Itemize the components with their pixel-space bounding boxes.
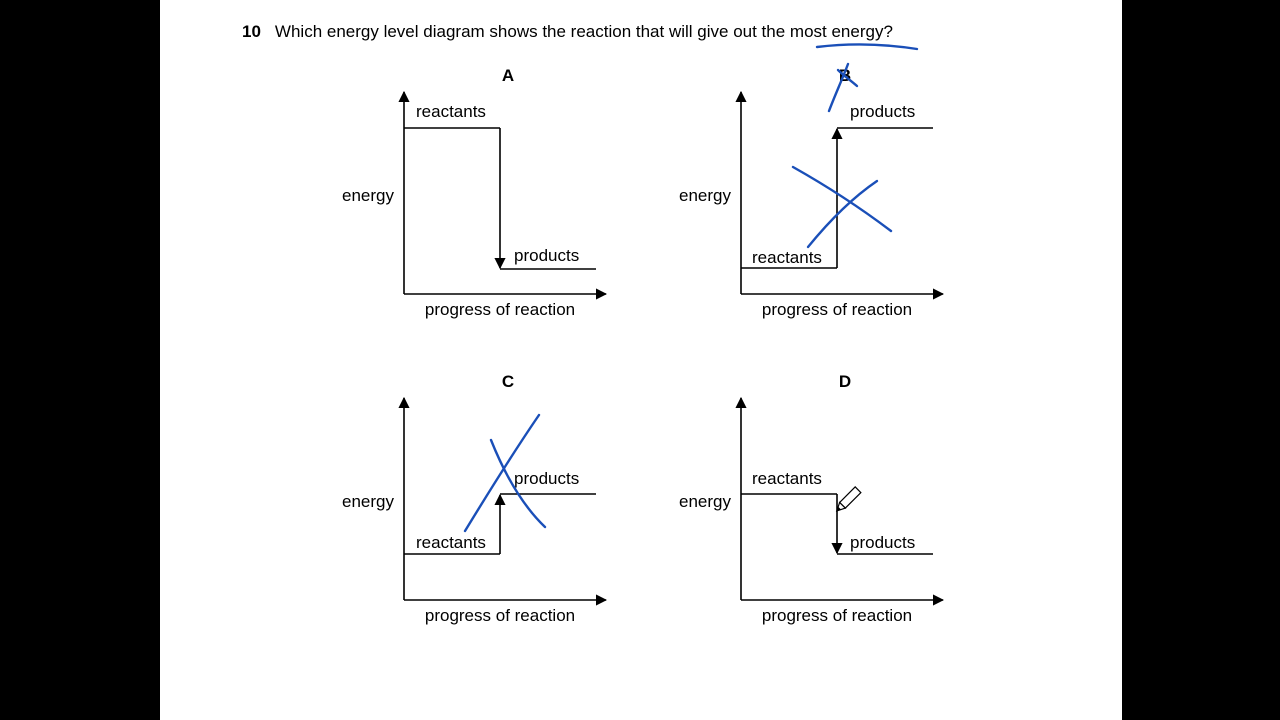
question-number: 10 (242, 22, 261, 41)
reactants-label-c: reactants (416, 533, 486, 552)
x-label-d: progress of reaction (762, 606, 912, 625)
ink-tick-b-label (836, 68, 859, 88)
ink-cross-c-2 (489, 438, 547, 529)
ink-cross-b-2 (806, 179, 879, 249)
y-label-c: energy (342, 492, 394, 511)
diagram-d[interactable]: D energy progress of reaction reactants … (679, 372, 945, 625)
ink-annotations (463, 43, 919, 533)
question-text: 10 Which energy level diagram shows the r… (242, 22, 893, 42)
diagram-a[interactable]: A energy progress of reaction reactants … (342, 66, 608, 319)
diagram-b[interactable]: B energy progress of reaction reactants … (679, 66, 945, 319)
products-label-b: products (850, 102, 915, 121)
worksheet-page: 10 Which energy level diagram shows the r… (160, 0, 1122, 720)
pencil-icon (835, 486, 862, 512)
ink-cross-c-1 (463, 413, 541, 533)
y-label-a: energy (342, 186, 394, 205)
products-label-c: products (514, 469, 579, 488)
products-label-a: products (514, 246, 579, 265)
y-label-d: energy (679, 492, 731, 511)
products-label-d: products (850, 533, 915, 552)
reactants-label-b: reactants (752, 248, 822, 267)
reactants-label-d: reactants (752, 469, 822, 488)
ink-underline (815, 43, 919, 51)
diagram-c[interactable]: C energy progress of reaction reactants … (342, 372, 608, 625)
question-end: ? (883, 22, 893, 41)
question-stem: Which energy level diagram shows the rea… (274, 22, 790, 41)
ink-cross-b-1 (791, 165, 893, 233)
option-label-c: C (502, 372, 514, 391)
x-label-b: progress of reaction (762, 300, 912, 319)
x-label-c: progress of reaction (425, 606, 575, 625)
ink-strike-b-label (827, 62, 850, 113)
y-label-b: energy (679, 186, 731, 205)
option-label-d: D (839, 372, 851, 391)
x-label-a: progress of reaction (425, 300, 575, 319)
option-label-a: A (502, 66, 514, 85)
reactants-label-a: reactants (416, 102, 486, 121)
question-emphasis: most energy (789, 22, 884, 41)
